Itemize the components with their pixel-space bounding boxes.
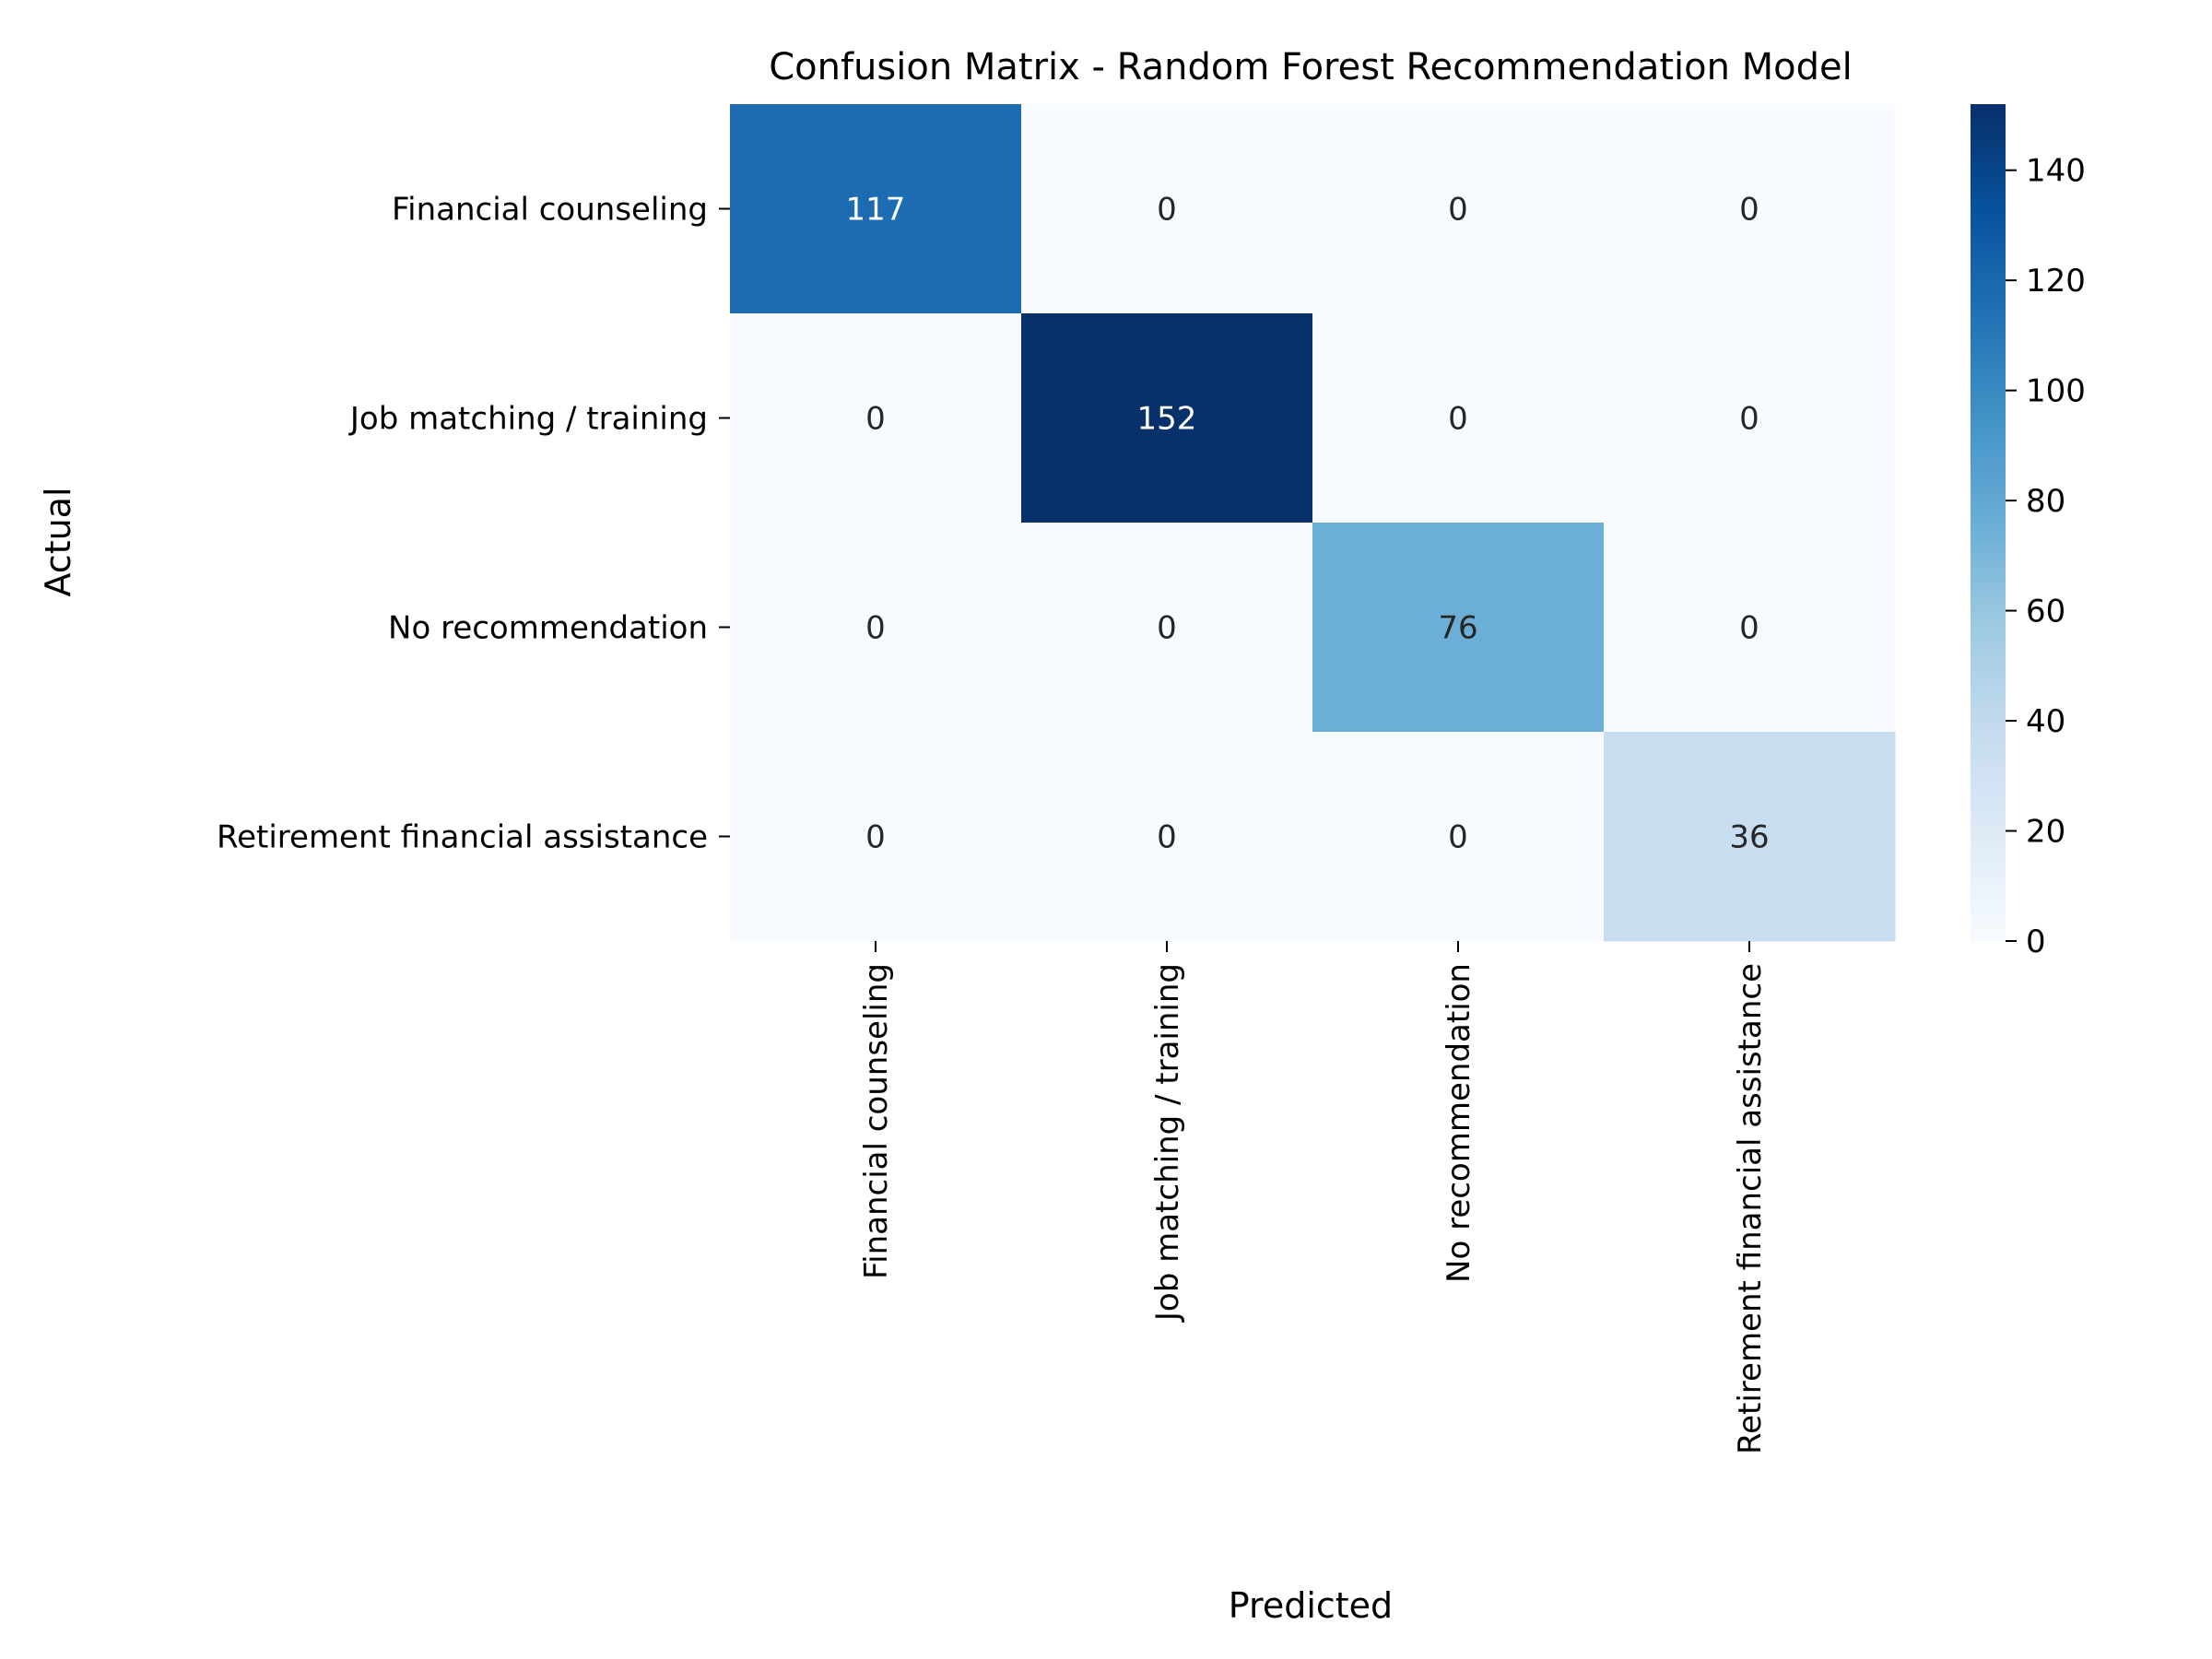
x-tick-label: No recommendation [1441, 963, 1477, 1283]
heatmap-cell [1604, 523, 1896, 733]
heatmap-cell [1312, 104, 1605, 314]
colorbar-gradient [1971, 104, 2006, 941]
cell-value-label: 0 [1157, 610, 1177, 647]
y-tick-label: Retirement financial assistance [217, 819, 708, 856]
heatmap-cell [1604, 313, 1896, 524]
y-axis: Financial counseling Job matching / train… [217, 192, 730, 856]
heatmap-cell [730, 313, 1022, 524]
cell-value-label: 0 [1739, 192, 1759, 229]
x-axis: Financial counseling Job matching / train… [858, 941, 1769, 1454]
colorbar-tick-label: 40 [2026, 703, 2065, 740]
cell-value-label: 152 [1137, 401, 1197, 438]
colorbar: 0 20 40 60 80 100 120 140 [1971, 104, 2086, 960]
colorbar-tick-label: 60 [2026, 594, 2065, 630]
y-axis-title: Actual [38, 487, 78, 596]
x-axis-title: Predicted [1229, 1585, 1393, 1626]
x-tick-label: Job matching / training [1149, 963, 1186, 1323]
heatmap-cell [1021, 732, 1313, 942]
heatmap-cell [730, 523, 1022, 733]
cell-value-label: 76 [1438, 610, 1477, 647]
x-tick-label: Financial counseling [858, 963, 895, 1279]
cell-value-label: 0 [1157, 192, 1177, 229]
heatmap-cell [1021, 104, 1313, 314]
y-tick-label: Job matching / training [348, 401, 708, 438]
y-tick-label: Financial counseling [392, 192, 708, 229]
heatmap-cell [1021, 523, 1313, 733]
cell-value-label: 117 [846, 192, 906, 229]
heatmap-cell [1312, 313, 1605, 524]
heatmap-cell [730, 104, 1022, 314]
colorbar-tick-label: 20 [2026, 814, 2065, 851]
chart-title: Confusion Matrix - Random Forest Recomme… [769, 46, 1853, 88]
cell-value-label: 0 [1739, 610, 1759, 647]
x-tick-label: Retirement financial assistance [1732, 963, 1769, 1454]
y-tick-label: No recommendation [388, 610, 708, 647]
cell-labels: 117 0 0 0 0 152 0 0 0 0 76 0 0 0 0 36 [846, 192, 1770, 856]
cell-value-label: 0 [1448, 819, 1468, 856]
cell-value-label: 36 [1729, 819, 1769, 856]
heatmap-cell [730, 732, 1022, 942]
heatmap-cell [1312, 732, 1605, 942]
cell-value-label: 0 [865, 610, 886, 647]
colorbar-tick-label: 80 [2026, 483, 2065, 520]
cell-value-label: 0 [1448, 192, 1468, 229]
cell-value-label: 0 [865, 401, 886, 438]
cell-value-label: 0 [1739, 401, 1759, 438]
colorbar-tick-label: 0 [2026, 924, 2046, 960]
colorbar-tick-label: 100 [2026, 373, 2086, 410]
heatmap-cell [1312, 523, 1605, 733]
cell-value-label: 0 [865, 819, 886, 856]
heatmap-cell [1021, 313, 1313, 524]
cell-value-label: 0 [1448, 401, 1468, 438]
colorbar-tick-label: 120 [2026, 263, 2086, 300]
heatmap-cell [1604, 104, 1896, 314]
cell-value-label: 0 [1157, 819, 1177, 856]
heatmap-cells [730, 104, 1896, 942]
colorbar-tick-label: 140 [2026, 153, 2086, 190]
heatmap-cell [1604, 732, 1896, 942]
